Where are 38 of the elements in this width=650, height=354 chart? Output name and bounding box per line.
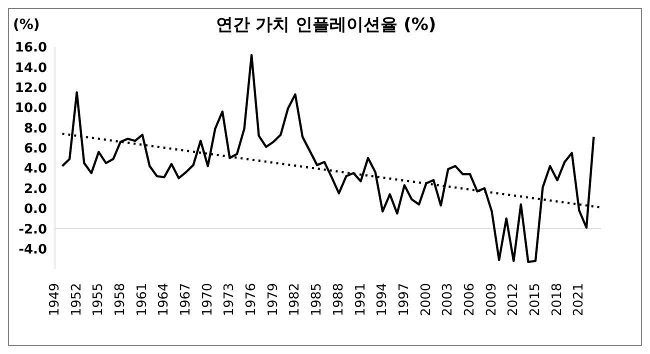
y-tick-label: 14.0 xyxy=(14,60,47,76)
y-axis-title: (%) xyxy=(13,17,40,33)
y-tick-label: 2.0 xyxy=(24,182,47,197)
x-tick-label: 2018 xyxy=(550,283,565,316)
x-tick-label: 2003 xyxy=(440,283,456,316)
x-tick-label: 2012 xyxy=(506,283,522,316)
y-tick-label: 10.0 xyxy=(14,101,47,116)
x-tick-label: 1964 xyxy=(156,283,172,316)
x-tick-label: 1961 xyxy=(134,283,150,316)
x-tick-label: 1976 xyxy=(244,283,260,316)
x-tick-label: 2015 xyxy=(528,283,543,316)
x-tick-label: 1997 xyxy=(396,283,412,316)
y-tick-label: 4.0 xyxy=(24,162,47,177)
y-tick-label: 8.0 xyxy=(24,121,47,136)
x-tick-label: 1973 xyxy=(222,283,238,316)
x-tick-label: 1967 xyxy=(178,283,194,316)
x-tick-label: 1991 xyxy=(353,283,368,316)
x-tick-label: 1979 xyxy=(266,283,281,316)
x-tick-label: 2006 xyxy=(462,283,478,316)
x-tick-label: 1949 xyxy=(48,283,62,316)
x-tick-label: 1982 xyxy=(288,283,303,316)
x-tick-label: 2000 xyxy=(418,283,434,316)
y-tick-label: 0.0 xyxy=(24,202,47,218)
x-tick-label: 1952 xyxy=(69,283,84,316)
y-tick-label: -2.0 xyxy=(18,222,47,238)
x-tick-label: 2009 xyxy=(484,283,500,316)
x-tick-label: 1970 xyxy=(200,283,216,316)
y-tick-label: 6.0 xyxy=(24,142,47,157)
chart-title: 연간 가치 인플레이션율 (%) xyxy=(216,15,436,35)
x-tick-label: 1985 xyxy=(310,283,325,316)
x-tick-label: 1994 xyxy=(375,283,390,316)
x-tick-label: 1958 xyxy=(113,283,128,316)
y-tick-label: 12.0 xyxy=(14,80,47,96)
x-tick-label: 1988 xyxy=(331,283,346,316)
y-tick-label: 16.0 xyxy=(14,40,47,56)
x-tick-label: 1955 xyxy=(91,283,106,316)
y-tick-label: -4.0 xyxy=(18,242,47,258)
x-tick-label: 2021 xyxy=(572,283,587,316)
